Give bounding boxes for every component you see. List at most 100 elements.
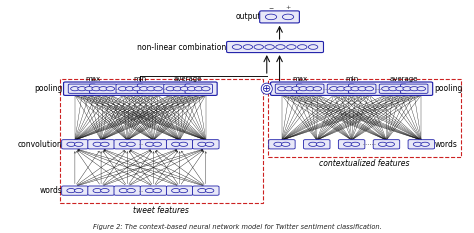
Circle shape — [421, 142, 429, 146]
Text: non-linear combination: non-linear combination — [137, 42, 226, 51]
FancyBboxPatch shape — [303, 140, 330, 149]
Circle shape — [147, 87, 155, 91]
Circle shape — [337, 87, 345, 91]
Circle shape — [106, 87, 115, 91]
Text: output: output — [235, 12, 261, 21]
Circle shape — [292, 87, 301, 91]
Circle shape — [243, 45, 253, 49]
Circle shape — [78, 87, 86, 91]
Circle shape — [309, 142, 317, 146]
Circle shape — [205, 188, 214, 193]
Circle shape — [329, 87, 338, 91]
Circle shape — [205, 142, 214, 146]
Circle shape — [187, 87, 196, 91]
Circle shape — [71, 87, 79, 91]
Circle shape — [313, 87, 321, 91]
FancyBboxPatch shape — [140, 140, 167, 149]
Text: +: + — [285, 5, 291, 10]
Circle shape — [166, 87, 174, 91]
FancyBboxPatch shape — [185, 84, 212, 93]
FancyBboxPatch shape — [192, 140, 219, 149]
FancyBboxPatch shape — [140, 186, 167, 195]
Circle shape — [351, 87, 359, 91]
FancyBboxPatch shape — [379, 84, 407, 93]
Text: words: words — [39, 186, 62, 195]
Text: contextualized features: contextualized features — [319, 159, 410, 168]
Circle shape — [198, 188, 206, 193]
Text: average: average — [390, 76, 418, 82]
Circle shape — [67, 142, 75, 146]
Text: min: min — [345, 76, 358, 82]
Circle shape — [100, 142, 109, 146]
FancyBboxPatch shape — [114, 186, 140, 195]
Circle shape — [93, 142, 101, 146]
Text: −: − — [268, 5, 273, 10]
Circle shape — [118, 87, 127, 91]
Circle shape — [153, 188, 162, 193]
FancyBboxPatch shape — [348, 84, 376, 93]
Text: min: min — [134, 76, 147, 82]
FancyBboxPatch shape — [260, 11, 300, 23]
Circle shape — [276, 45, 285, 49]
Circle shape — [382, 87, 390, 91]
Text: max: max — [85, 76, 100, 82]
Circle shape — [265, 45, 274, 49]
Circle shape — [127, 142, 135, 146]
Circle shape — [154, 87, 162, 91]
Text: Figure 2: The context-based neural network model for Twitter sentiment classific: Figure 2: The context-based neural netwo… — [92, 224, 382, 230]
Circle shape — [180, 87, 189, 91]
Circle shape — [298, 45, 307, 49]
Circle shape — [126, 87, 134, 91]
Circle shape — [316, 142, 325, 146]
FancyBboxPatch shape — [227, 41, 323, 53]
Circle shape — [386, 142, 394, 146]
Circle shape — [74, 188, 83, 193]
Circle shape — [309, 45, 318, 49]
Circle shape — [146, 142, 154, 146]
Circle shape — [93, 188, 101, 193]
Circle shape — [278, 87, 286, 91]
Circle shape — [306, 87, 315, 91]
Text: convolution: convolution — [18, 140, 62, 149]
Circle shape — [344, 87, 352, 91]
Circle shape — [351, 142, 360, 146]
Circle shape — [389, 87, 397, 91]
Circle shape — [403, 87, 411, 91]
FancyBboxPatch shape — [166, 186, 193, 195]
FancyBboxPatch shape — [373, 140, 400, 149]
Circle shape — [254, 45, 264, 49]
Circle shape — [365, 87, 374, 91]
Circle shape — [274, 142, 283, 146]
Circle shape — [201, 87, 210, 91]
FancyBboxPatch shape — [192, 186, 219, 195]
FancyBboxPatch shape — [297, 84, 324, 93]
Circle shape — [153, 142, 162, 146]
FancyBboxPatch shape — [114, 140, 140, 149]
FancyBboxPatch shape — [88, 140, 114, 149]
Circle shape — [299, 87, 308, 91]
Circle shape — [282, 142, 290, 146]
Circle shape — [140, 87, 148, 91]
Circle shape — [85, 87, 93, 91]
FancyBboxPatch shape — [327, 84, 355, 93]
Circle shape — [194, 87, 203, 91]
Text: pooling: pooling — [435, 84, 463, 93]
Circle shape — [413, 142, 422, 146]
Circle shape — [172, 142, 180, 146]
Text: average: average — [174, 76, 202, 82]
Circle shape — [287, 45, 296, 49]
FancyBboxPatch shape — [269, 140, 295, 149]
FancyBboxPatch shape — [275, 84, 303, 93]
Circle shape — [119, 142, 128, 146]
FancyBboxPatch shape — [401, 84, 428, 93]
Bar — [60, 79, 263, 203]
Circle shape — [100, 188, 109, 193]
Circle shape — [285, 87, 293, 91]
FancyBboxPatch shape — [116, 84, 144, 93]
Circle shape — [378, 142, 387, 146]
Circle shape — [99, 87, 108, 91]
Circle shape — [417, 87, 426, 91]
Circle shape — [119, 188, 128, 193]
Circle shape — [179, 142, 188, 146]
Circle shape — [133, 87, 141, 91]
